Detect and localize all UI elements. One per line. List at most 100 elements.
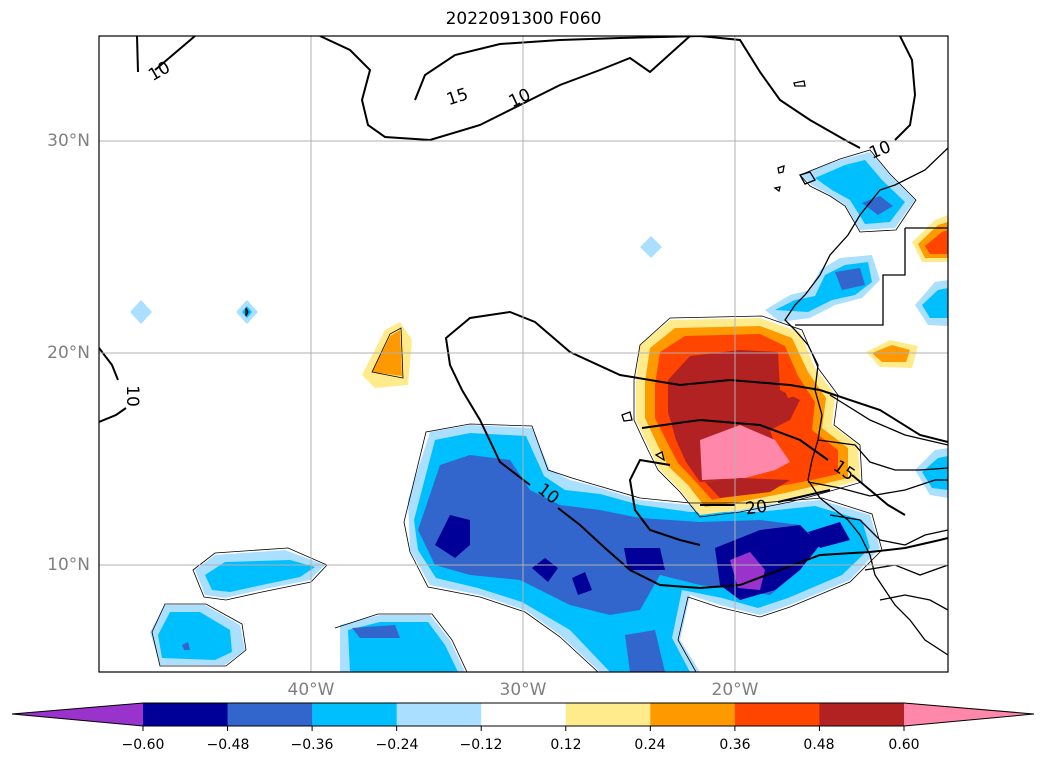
country-border xyxy=(795,228,906,326)
contour-line xyxy=(136,36,139,73)
colorbar-bin xyxy=(227,703,313,726)
lon-label-40w: 40°W xyxy=(287,680,335,700)
colorbar-bins xyxy=(143,703,905,726)
contour-line xyxy=(894,36,917,141)
lat-label-30n: 30°N xyxy=(47,131,90,151)
country-border xyxy=(829,514,948,546)
lat-label-20n: 20°N xyxy=(47,343,90,363)
colorbar-extension-under xyxy=(12,703,143,726)
contour-label: 15 xyxy=(444,84,471,110)
anomaly-region xyxy=(730,552,765,590)
contour-line xyxy=(851,474,906,516)
contour-line xyxy=(154,36,196,71)
map-area: 10 15 10 10 10 10 15 20 xyxy=(99,36,948,672)
lon-label-30w: 30°W xyxy=(499,680,547,700)
anomaly-region xyxy=(205,560,315,592)
anomaly-region xyxy=(835,268,865,290)
contour-line xyxy=(319,36,691,142)
colorbar-bin xyxy=(396,703,482,726)
contour-label: 10 xyxy=(122,385,142,407)
colorbar-tick-label: −0.36 xyxy=(290,737,334,753)
colorbar-tick-label: −0.12 xyxy=(459,737,503,753)
anomaly-region xyxy=(925,230,948,254)
island xyxy=(793,80,806,87)
contour-label: 20 xyxy=(744,497,768,520)
contour-label: 10 xyxy=(506,85,534,112)
country-border xyxy=(817,439,948,471)
colorbar-tick-label: 0.60 xyxy=(888,737,920,753)
anomaly-region xyxy=(625,630,665,672)
country-border xyxy=(864,564,948,576)
island xyxy=(777,165,785,174)
country-border xyxy=(829,394,948,446)
anomaly-region xyxy=(352,625,400,638)
anomaly-region xyxy=(242,306,252,318)
coastlines xyxy=(245,80,948,656)
colorbar-tick-label: 0.12 xyxy=(550,737,582,753)
island xyxy=(654,451,666,462)
contour-line xyxy=(99,347,119,381)
anomaly-region xyxy=(130,300,152,324)
anomaly-region xyxy=(624,548,665,570)
contour-line xyxy=(641,418,829,461)
anomaly-outline xyxy=(403,521,599,672)
colorbar-bin xyxy=(312,703,398,726)
colorbar-bin xyxy=(734,703,820,726)
colorbar-extension-over xyxy=(904,703,1034,726)
island xyxy=(799,171,816,185)
map-frame xyxy=(98,35,949,673)
anomaly-region xyxy=(862,196,893,215)
contour-line xyxy=(777,489,831,503)
anomaly-outlines xyxy=(151,149,917,672)
anomaly-region xyxy=(780,378,800,398)
contour-line xyxy=(557,507,948,590)
colorbar-bin xyxy=(143,703,229,726)
anomaly-region xyxy=(808,522,850,548)
anomaly-region xyxy=(158,612,232,660)
anomaly-region xyxy=(435,515,470,558)
anomaly-region xyxy=(182,642,190,650)
contour-line xyxy=(628,458,701,546)
colorbar-tick-label: 0.36 xyxy=(719,737,751,753)
contour-lines xyxy=(99,36,948,590)
graticule xyxy=(99,36,948,672)
island xyxy=(621,411,633,422)
anomaly-region xyxy=(705,478,790,498)
colorbar-tick-label: 0.24 xyxy=(634,737,666,753)
colorbar-bin xyxy=(481,703,567,726)
anomaly-outline xyxy=(334,613,468,672)
anomaly-outline xyxy=(371,327,404,379)
island xyxy=(773,186,781,193)
contour-label: 10 xyxy=(145,58,174,86)
anomaly-region xyxy=(922,288,948,318)
colorbar-ticks xyxy=(142,726,905,731)
negative-anomaly-fields xyxy=(130,152,948,672)
anomaly-region xyxy=(532,558,558,582)
colorbar-tick-label: −0.24 xyxy=(375,737,419,753)
colorbar xyxy=(11,702,1035,731)
colorbar-bin xyxy=(819,703,905,726)
colorbar-tick-label: −0.60 xyxy=(121,737,165,753)
country-border xyxy=(807,479,948,497)
positive-anomaly-fields xyxy=(362,215,948,515)
anomaly-outline xyxy=(633,315,863,518)
island xyxy=(245,307,249,317)
anomaly-outline xyxy=(403,423,883,672)
colorbar-tick-label: −0.48 xyxy=(206,737,250,753)
contour-line xyxy=(414,36,861,149)
map-title: 2022091300 F060 xyxy=(445,9,602,29)
anomaly-outline xyxy=(799,149,917,233)
coastline-africa xyxy=(784,147,948,656)
lat-label-10n: 10°N xyxy=(47,555,90,575)
anomaly-region xyxy=(572,572,592,595)
anomaly-region xyxy=(640,236,662,258)
contour-line xyxy=(99,407,127,423)
colorbar-bin xyxy=(650,703,736,726)
contour-line xyxy=(444,310,948,486)
country-border xyxy=(879,594,948,611)
colorbar-bin xyxy=(565,703,651,726)
anomaly-outline xyxy=(151,603,247,667)
anomaly-region xyxy=(700,425,790,480)
